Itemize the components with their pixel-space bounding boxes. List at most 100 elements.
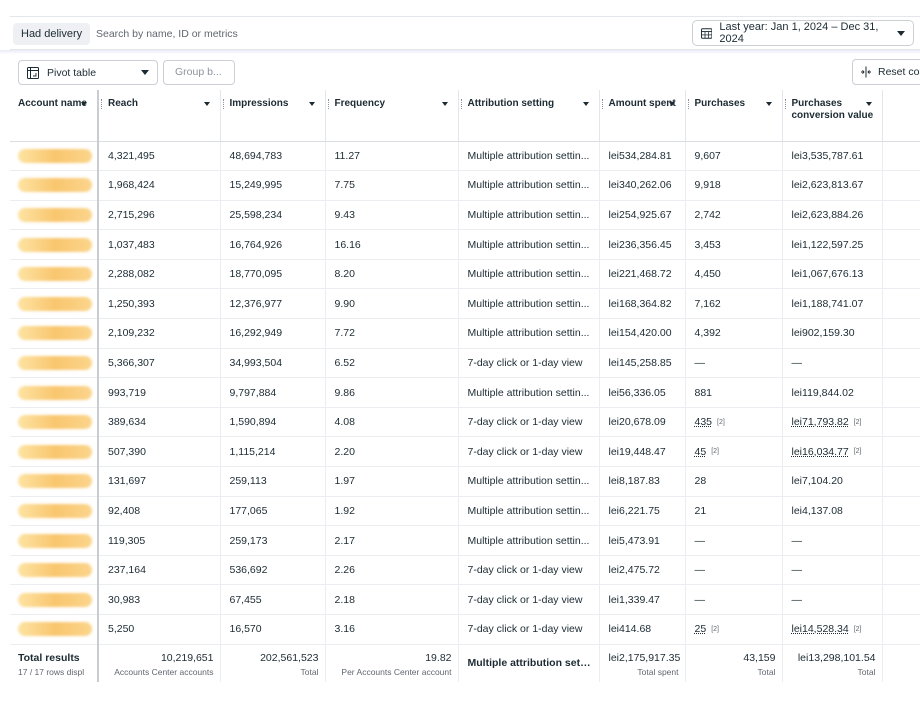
- table-row[interactable]: 237,164 536,692 2.26 7-day click or 1-day v…: [10, 555, 920, 586]
- redacted-account-name[interactable]: [18, 355, 92, 370]
- account-name-cell[interactable]: [10, 288, 99, 320]
- table-row[interactable]: 507,390 1,115,214 2.20 7-day click or 1-day…: [10, 436, 920, 468]
- column-header[interactable]: Attribution setting: [458, 90, 600, 142]
- account-name-cell[interactable]: [10, 496, 99, 527]
- column-header-label: Impressions: [229, 98, 289, 109]
- account-name-cell[interactable]: [10, 259, 99, 290]
- table-row[interactable]: 92,408 177,065 1.92 Multiple attribution se…: [10, 496, 920, 527]
- impressions-value: 259,113: [229, 475, 267, 488]
- account-name-cell[interactable]: [10, 170, 99, 201]
- sort-menu-icon[interactable]: [668, 102, 675, 106]
- reach-cell: 389,634: [98, 407, 221, 438]
- table-row[interactable]: 993,719 9,797,884 9.86 Multiple attribution…: [10, 377, 920, 408]
- table-row[interactable]: 30,983 67,455 2.18 7-day click or 1-day vie…: [10, 584, 920, 615]
- table-row[interactable]: 119,305 259,173 2.17 Multiple attribution s…: [10, 525, 920, 556]
- table-row[interactable]: 5,366,307 34,993,504 6.52 7-day click or 1-…: [10, 348, 920, 379]
- purchases-value[interactable]: 25: [694, 623, 707, 636]
- redacted-account-name[interactable]: [18, 533, 92, 548]
- column-header[interactable]: Reach: [98, 90, 221, 142]
- redacted-account-name[interactable]: [18, 207, 92, 222]
- table-row[interactable]: 1,037,483 16,764,926 16.16 Multiple attribu…: [10, 229, 920, 260]
- redacted-account-name[interactable]: [18, 622, 92, 637]
- table-row[interactable]: 1,250,393 12,376,977 9.90 Multiple attribut…: [10, 288, 920, 320]
- account-name-cell[interactable]: [10, 525, 99, 556]
- reset-columns-button[interactable]: Reset col: [852, 59, 920, 85]
- table-row[interactable]: 5,250 16,570 3.16 7-day click or 1-day view…: [10, 614, 920, 645]
- sort-menu-icon[interactable]: [81, 102, 87, 106]
- reach-value: 1,968,424: [108, 179, 155, 192]
- drag-handle-icon[interactable]: [687, 99, 690, 109]
- table-row[interactable]: 2,288,082 18,770,095 8.20 Multiple attribut…: [10, 259, 920, 290]
- attribution-value: Multiple attribution settin...: [467, 327, 590, 340]
- drag-handle-icon[interactable]: [460, 99, 463, 109]
- account-name-cell[interactable]: [10, 466, 99, 497]
- account-name-cell[interactable]: [10, 407, 99, 438]
- reach-value: 993,719: [108, 386, 146, 399]
- total-purchases-caption: Total: [757, 666, 776, 677]
- sort-menu-icon[interactable]: [441, 102, 448, 106]
- group-by-select[interactable]: Group b...: [163, 60, 235, 85]
- drag-handle-icon[interactable]: [222, 99, 225, 109]
- account-name-cell[interactable]: [10, 614, 99, 645]
- account-name-cell[interactable]: [10, 318, 99, 349]
- column-header[interactable]: Account name: [10, 90, 99, 142]
- table-row[interactable]: 389,634 1,590,894 4.08 7-day click or 1-day…: [10, 407, 920, 438]
- table-row[interactable]: 4,321,495 48,694,783 11.27 Multiple attribu…: [10, 141, 920, 172]
- column-header[interactable]: Impressions: [220, 90, 326, 142]
- search-input[interactable]: [94, 22, 494, 46]
- account-name-cell[interactable]: [10, 348, 99, 379]
- redacted-account-name[interactable]: [18, 592, 92, 607]
- filter-chip-had-delivery[interactable]: Had delivery: [13, 23, 91, 45]
- purchases-value[interactable]: 45: [694, 445, 707, 458]
- account-name-cell[interactable]: [10, 229, 99, 260]
- sort-menu-icon[interactable]: [308, 102, 315, 106]
- account-name-cell[interactable]: [10, 555, 99, 586]
- redacted-account-name[interactable]: [18, 563, 92, 578]
- account-name-cell[interactable]: [10, 141, 99, 172]
- purchases-value[interactable]: 435: [694, 416, 713, 429]
- account-name-cell[interactable]: [10, 200, 99, 231]
- table-row[interactable]: 131,697 259,113 1.97 Multiple attribution s…: [10, 466, 920, 497]
- redacted-account-name[interactable]: [18, 415, 92, 430]
- column-header-label: Reach: [108, 98, 139, 109]
- account-name-cell[interactable]: [10, 377, 99, 408]
- impressions-cell: 15,249,995: [220, 170, 326, 201]
- value-cell: lei71,793.82 [2]: [782, 407, 883, 438]
- account-name-cell[interactable]: [10, 436, 99, 468]
- redacted-account-name[interactable]: [18, 267, 92, 282]
- value-value[interactable]: lei16,034.77: [791, 445, 849, 458]
- impressions-value: 18,770,095: [229, 268, 283, 281]
- redacted-account-name[interactable]: [18, 444, 92, 459]
- sort-menu-icon[interactable]: [203, 102, 210, 106]
- sort-menu-icon[interactable]: [582, 102, 589, 106]
- column-header[interactable]: Purchases conversion value: [782, 90, 883, 142]
- pivot-table-select[interactable]: Pivot table: [18, 60, 158, 85]
- table-row[interactable]: 2,715,296 25,598,234 9.43 Multiple attribut…: [10, 200, 920, 231]
- table-row[interactable]: 2,109,232 16,292,949 7.72 Multiple attribut…: [10, 318, 920, 349]
- redacted-account-name[interactable]: [18, 503, 92, 518]
- drag-handle-icon[interactable]: [101, 99, 103, 109]
- redacted-account-name[interactable]: [18, 148, 92, 163]
- column-header[interactable]: Frequency: [325, 90, 459, 142]
- redacted-account-name[interactable]: [18, 296, 92, 311]
- drag-handle-icon[interactable]: [784, 99, 787, 109]
- redacted-account-name[interactable]: [18, 178, 92, 193]
- drag-handle-icon[interactable]: [601, 99, 604, 109]
- table-row[interactable]: 1,968,424 15,249,995 7.75 Multiple attribut…: [10, 170, 920, 201]
- frequency-value: 16.16: [334, 238, 361, 251]
- column-header[interactable]: Purchases: [685, 90, 783, 142]
- value-value[interactable]: lei14,528.34: [791, 623, 849, 636]
- redacted-account-name[interactable]: [18, 474, 92, 489]
- pivot-table-icon: [27, 66, 39, 79]
- redacted-account-name[interactable]: [18, 385, 92, 400]
- column-header[interactable]: Amount spent: [599, 90, 686, 142]
- redacted-account-name[interactable]: [18, 326, 92, 341]
- redacted-account-name[interactable]: [18, 237, 92, 252]
- account-name-cell[interactable]: [10, 584, 99, 615]
- drag-handle-icon[interactable]: [327, 99, 330, 109]
- impressions-value: 536,692: [229, 564, 268, 577]
- sort-menu-icon[interactable]: [865, 102, 872, 106]
- date-range-picker[interactable]: Last year: Jan 1, 2024 – Dec 31, 2024: [692, 20, 914, 46]
- sort-menu-icon[interactable]: [765, 102, 772, 106]
- value-value[interactable]: lei71,793.82: [791, 416, 849, 429]
